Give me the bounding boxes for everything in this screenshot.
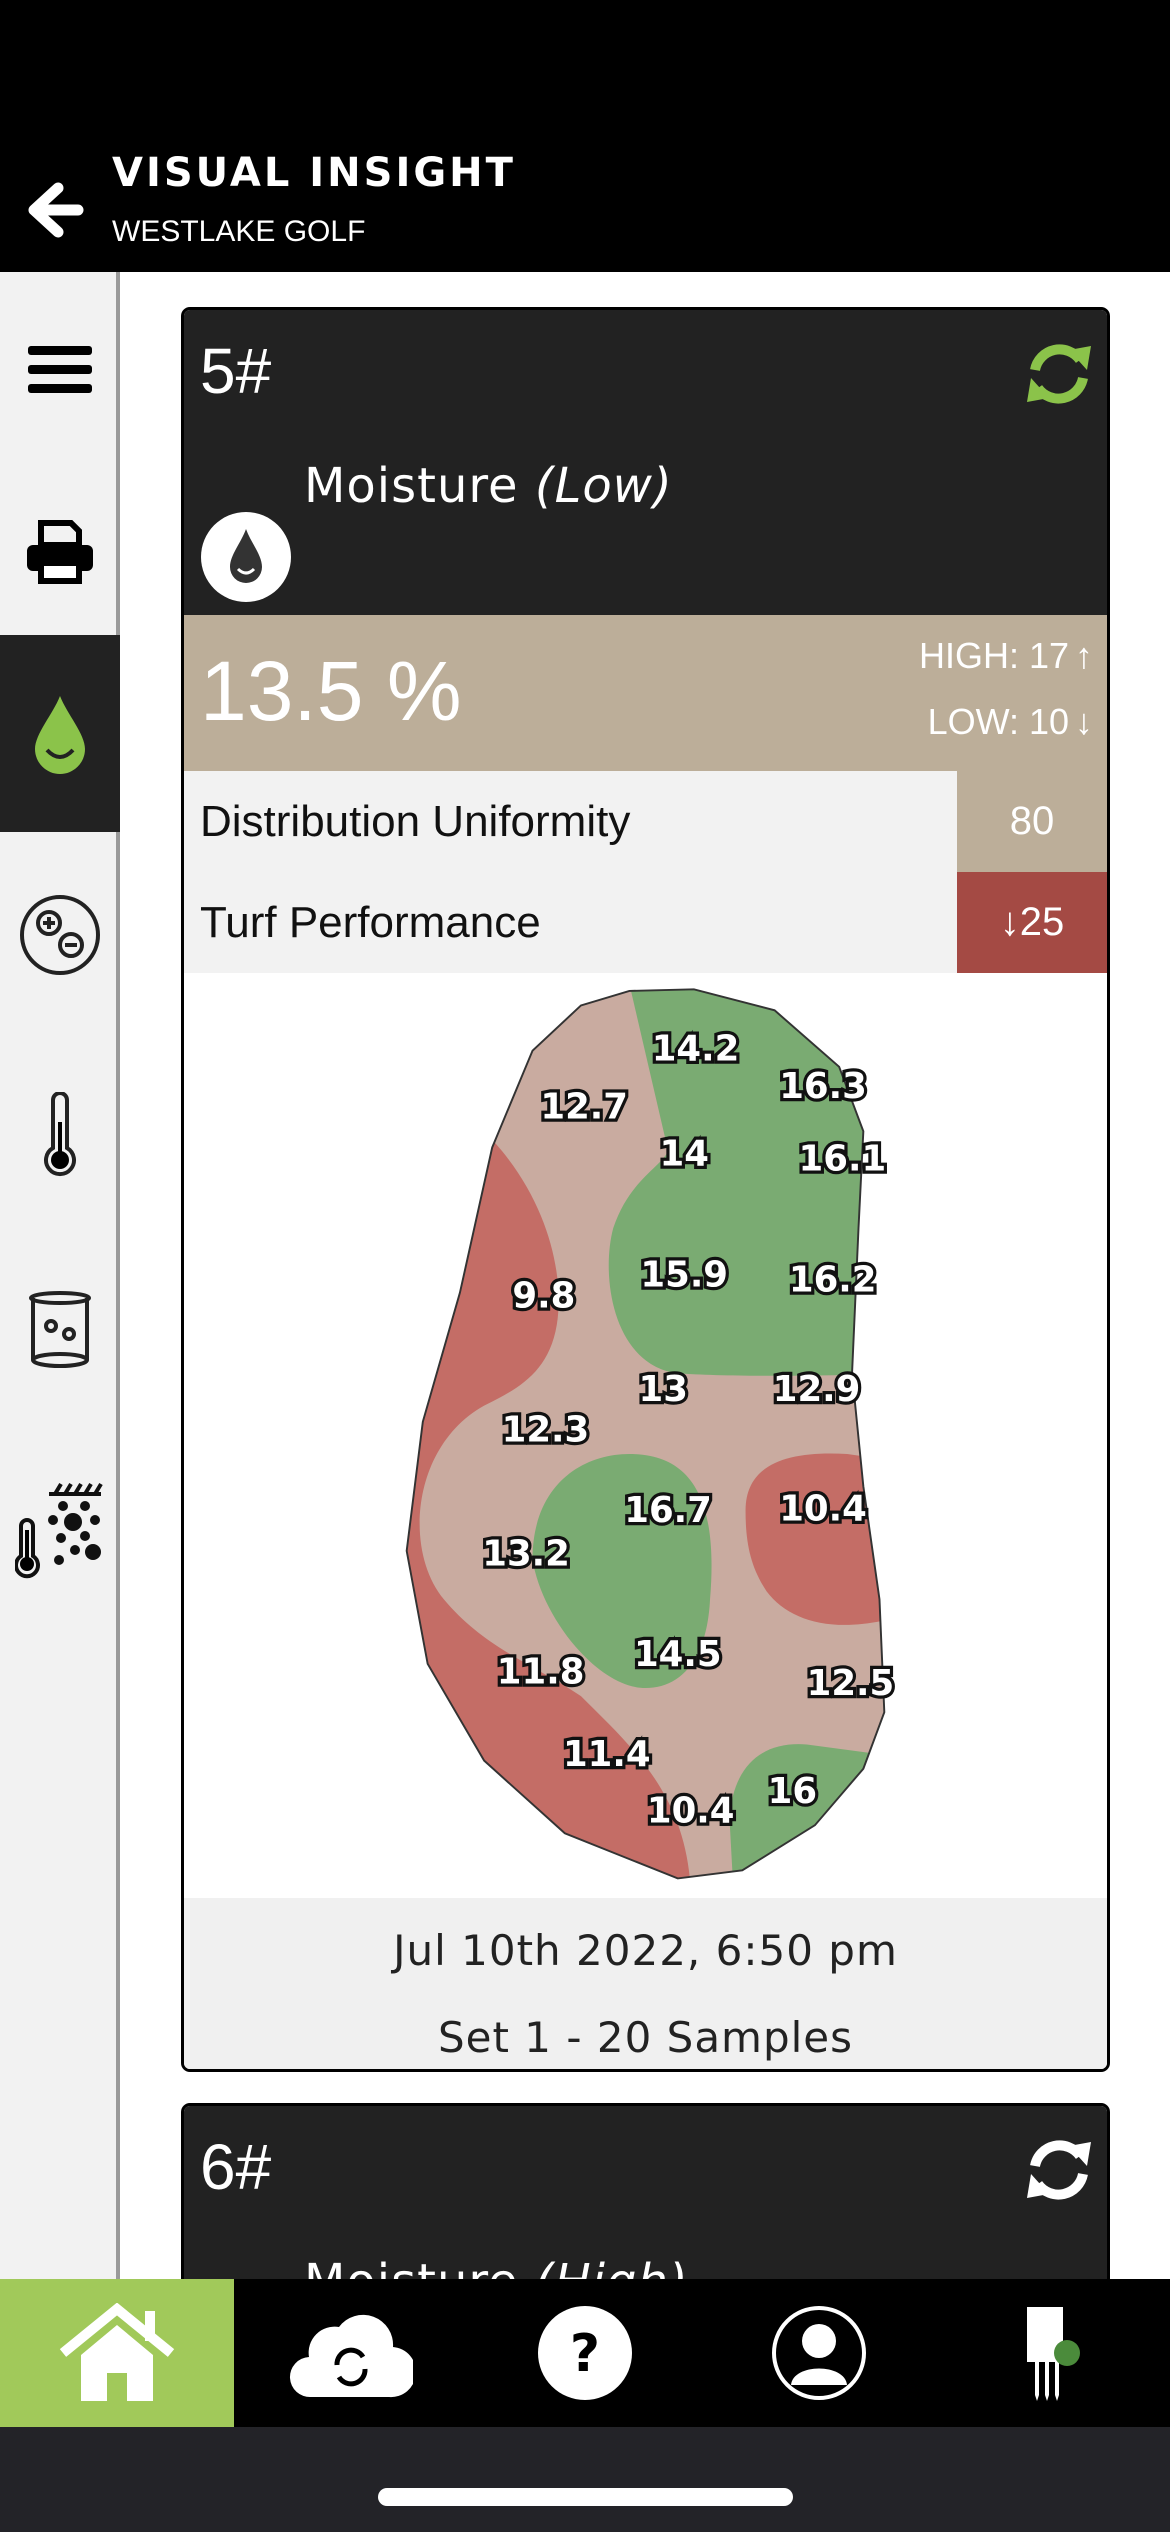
nav-home[interactable] xyxy=(0,2279,234,2427)
sample-set: Set 1 - 20 Samples xyxy=(437,2013,854,2062)
refresh-icon[interactable] xyxy=(1025,2136,1093,2204)
card-footer: Jul 10th 2022, 6:50 pm Set 1 - 20 Sample… xyxy=(184,1898,1107,2069)
row-value: 80 xyxy=(957,771,1107,872)
home-icon xyxy=(59,2303,175,2401)
turf-value: 25 xyxy=(1019,900,1065,944)
metric-card-5: 5# Moisture (Low) 13.5 % HIGH: 17 ↑ LOW: … xyxy=(181,307,1110,2072)
menu-icon xyxy=(28,346,92,393)
sample-label: 10.4 xyxy=(779,1489,867,1530)
sample-label: 9.8 xyxy=(512,1276,575,1317)
card-header: 5# Moisture (Low) xyxy=(184,310,1107,615)
sample-label: 13 xyxy=(639,1369,688,1410)
sample-label: 16.2 xyxy=(789,1259,877,1300)
page-subtitle: WESTLAKE GOLF xyxy=(112,215,366,248)
svg-text:?: ? xyxy=(570,2324,600,2384)
sample-label: 12.5 xyxy=(807,1663,895,1704)
sidebar-moisture[interactable] xyxy=(0,635,120,832)
high-zone xyxy=(729,1744,885,1879)
sidebar-temperature[interactable] xyxy=(0,1060,120,1210)
nav-sync[interactable] xyxy=(234,2279,468,2427)
sample-label: 12.3 xyxy=(502,1409,590,1450)
sidebar-soil-temperature[interactable] xyxy=(0,1455,120,1605)
home-indicator[interactable] xyxy=(378,2488,793,2506)
sample-label: 12.7 xyxy=(540,1087,628,1128)
average-value: 13.5 % xyxy=(200,644,462,738)
sample-label: 14.2 xyxy=(652,1029,740,1070)
low-value: LOW: 10 ↓ xyxy=(928,701,1093,743)
sidebar-salinity[interactable] xyxy=(0,860,120,1010)
refresh-icon[interactable] xyxy=(1025,340,1093,408)
row-value: ↓ 25 xyxy=(957,872,1107,973)
card-number: 5# xyxy=(200,335,272,407)
arrow-down-icon: ↓ xyxy=(999,900,1020,944)
nav-help[interactable]: ? xyxy=(468,2279,702,2427)
row-label: Turf Performance xyxy=(200,897,541,947)
low-label: LOW: 10 xyxy=(927,701,1069,742)
sidebar-chemistry[interactable] xyxy=(0,1255,120,1405)
sample-label: 11.4 xyxy=(563,1734,651,1775)
average-bar: 13.5 % HIGH: 17 ↑ LOW: 10 ↓ xyxy=(184,615,1107,771)
high-zone xyxy=(608,989,885,1376)
sample-label: 15.9 xyxy=(640,1255,728,1296)
sidebar-menu[interactable] xyxy=(0,295,120,445)
metric-name: Moisture xyxy=(304,458,519,514)
sample-label: 16 xyxy=(768,1771,817,1812)
home-indicator-area xyxy=(0,2427,1170,2532)
sensor-probe-icon xyxy=(1027,2307,1080,2401)
app-header: VISUAL INSIGHT WESTLAKE GOLF xyxy=(0,0,1170,272)
sample-label: 16.7 xyxy=(624,1490,712,1531)
moisture-map[interactable]: 14.2 16.3 12.7 14 16.1 9.8 15.9 16.2 13 12.9 12.3 1… xyxy=(184,973,1107,1898)
cloud-sync-icon xyxy=(289,2314,413,2398)
nav-sensor[interactable] xyxy=(936,2279,1170,2427)
sample-label: 11.8 xyxy=(497,1652,585,1693)
card-number: 6# xyxy=(200,2131,272,2203)
thermometer-icon xyxy=(44,1092,76,1177)
salinity-icon xyxy=(20,895,100,975)
moisture-heatmap: 14.2 16.3 12.7 14 16.1 9.8 15.9 16.2 13 12.9 12.3 1… xyxy=(405,988,897,1880)
printer-icon xyxy=(27,520,93,584)
bottom-nav: ? xyxy=(0,2279,1170,2427)
high-label: HIGH: 17 xyxy=(918,635,1069,676)
moisture-drop-badge-icon xyxy=(201,512,291,602)
arrow-down-icon: ↓ xyxy=(1075,701,1093,742)
back-arrow-icon[interactable] xyxy=(22,178,86,242)
previous-card-edge xyxy=(181,262,1110,272)
nav-profile[interactable] xyxy=(702,2279,936,2427)
sample-label: 16.1 xyxy=(799,1138,887,1179)
sample-label: 12.9 xyxy=(773,1369,861,1410)
row-label: Distribution Uniformity xyxy=(200,796,631,846)
high-value: HIGH: 17 ↑ xyxy=(919,635,1093,677)
sample-label: 14.5 xyxy=(634,1634,722,1675)
arrow-up-icon: ↑ xyxy=(1075,635,1093,676)
sample-date: Jul 10th 2022, 6:50 pm xyxy=(393,1926,898,1975)
sample-label: 16.3 xyxy=(779,1066,867,1107)
sidebar xyxy=(0,272,120,2280)
metric-title: Moisture (Low) xyxy=(304,458,673,514)
turf-performance-row: Turf Performance ↓ 25 xyxy=(184,872,1107,973)
beaker-icon xyxy=(29,1291,91,1368)
distribution-uniformity-row: Distribution Uniformity 80 xyxy=(184,771,1107,872)
sidebar-print[interactable] xyxy=(0,477,120,627)
help-icon: ? xyxy=(538,2306,632,2400)
sample-label: 14 xyxy=(660,1134,709,1175)
high-zone xyxy=(532,1454,712,1689)
profile-icon xyxy=(772,2306,866,2400)
soil-temperature-icon xyxy=(15,1482,103,1579)
moisture-drop-icon xyxy=(35,695,85,774)
sample-label: 13.2 xyxy=(482,1534,570,1575)
metric-level: (Low) xyxy=(534,458,673,514)
sample-label: 10.4 xyxy=(647,1790,735,1831)
page-title: VISUAL INSIGHT xyxy=(112,150,516,196)
